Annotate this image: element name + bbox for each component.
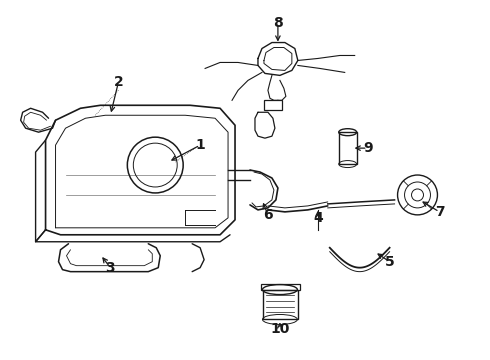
Text: 7: 7 [435,205,444,219]
Bar [261,284,300,289]
Text: 5: 5 [385,255,394,269]
Text: 3: 3 [105,261,115,275]
Bar [263,289,298,319]
Text: 8: 8 [273,15,283,30]
Text: 4: 4 [313,211,323,225]
Text: 6: 6 [263,208,273,222]
Text: 10: 10 [270,323,290,337]
Bar [339,132,357,164]
Text: 2: 2 [114,75,123,89]
Text: 9: 9 [363,141,372,155]
Text: 1: 1 [195,138,205,152]
